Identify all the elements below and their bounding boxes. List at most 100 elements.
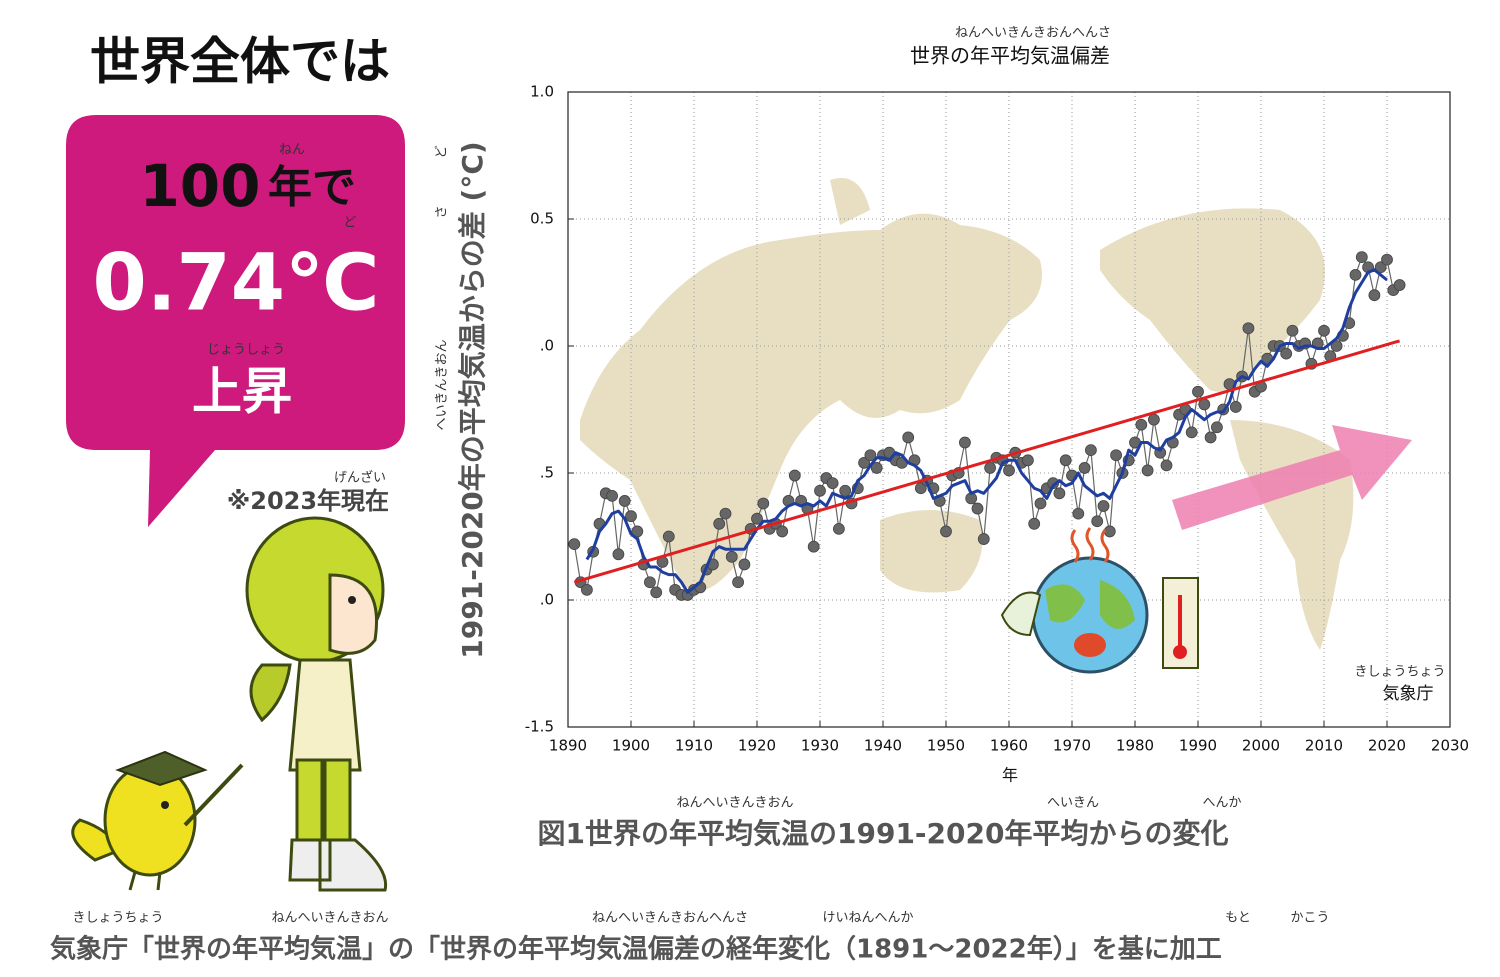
data-point bbox=[1393, 279, 1406, 291]
earth-illustration bbox=[1000, 527, 1199, 674]
data-point bbox=[662, 530, 675, 543]
data-point bbox=[1003, 464, 1015, 477]
ruby: へんか bbox=[1202, 796, 1241, 811]
y-tick-label: .0 bbox=[540, 337, 554, 355]
x-tick-label: 2010 bbox=[1305, 737, 1343, 755]
data-point bbox=[1374, 261, 1387, 274]
chart-title: 世界の年平均気温偏差 bbox=[910, 44, 1110, 68]
data-point bbox=[914, 482, 927, 495]
data-point bbox=[612, 548, 625, 561]
data-point bbox=[1053, 487, 1066, 500]
caption: 図1世界の年平均気温の1991-2020年平均からの変化 bbox=[538, 817, 1229, 850]
data-point bbox=[644, 576, 656, 589]
ruby: ど bbox=[343, 216, 356, 231]
data-point bbox=[719, 507, 732, 520]
data-point bbox=[826, 477, 839, 490]
data-point bbox=[625, 510, 637, 523]
data-point bbox=[618, 495, 631, 507]
data-point bbox=[807, 540, 820, 553]
x-axis-label: 年 bbox=[1002, 766, 1018, 785]
caption-rubies: ねんへいきんきおん へいきん へんか bbox=[676, 796, 1241, 811]
rise-verb: 上昇 bbox=[192, 363, 292, 421]
rise-value: 0.74℃ bbox=[93, 238, 380, 328]
x-tick-label: 1980 bbox=[1116, 737, 1154, 755]
data-point bbox=[1160, 459, 1173, 472]
data-point bbox=[870, 462, 883, 474]
data-point bbox=[606, 489, 618, 502]
note: ※2023年現在 bbox=[227, 487, 389, 515]
data-point bbox=[1091, 515, 1104, 528]
y-tick-label: 0.5 bbox=[530, 210, 554, 228]
x-tick-label: 2030 bbox=[1431, 737, 1469, 755]
data-point bbox=[788, 469, 801, 482]
data-point bbox=[959, 436, 971, 449]
ruby: ねんへいきんきおん bbox=[271, 911, 388, 926]
data-point bbox=[1185, 426, 1198, 439]
data-point bbox=[1242, 322, 1255, 335]
data-point bbox=[1110, 449, 1122, 462]
girl-illustration bbox=[245, 516, 388, 892]
ruby: ねん bbox=[279, 143, 305, 158]
ruby: げんざい bbox=[334, 470, 386, 486]
x-tick-label: 1890 bbox=[549, 737, 587, 755]
x-tick-label: 1910 bbox=[675, 737, 713, 755]
data-point bbox=[833, 522, 845, 535]
bird-illustration bbox=[71, 750, 244, 891]
data-point bbox=[713, 517, 726, 530]
data-point bbox=[902, 431, 915, 444]
data-point bbox=[940, 525, 952, 538]
trend-arrow bbox=[1172, 425, 1412, 530]
amount: 100 bbox=[139, 152, 260, 220]
data-point bbox=[1286, 324, 1299, 337]
data-point bbox=[1192, 385, 1204, 398]
data-point bbox=[839, 484, 852, 497]
data-point bbox=[1059, 454, 1072, 467]
source: 気象庁 bbox=[1383, 684, 1434, 704]
data-point bbox=[1368, 289, 1381, 302]
ruby: へいきん bbox=[1047, 796, 1099, 811]
data-point bbox=[1072, 507, 1085, 520]
data-point bbox=[814, 484, 826, 497]
data-point bbox=[1330, 340, 1343, 352]
data-point bbox=[631, 525, 644, 538]
data-point bbox=[1141, 464, 1154, 477]
y-tick-label: .5 bbox=[540, 464, 554, 482]
data-point bbox=[650, 586, 663, 599]
data-point bbox=[1204, 431, 1217, 444]
ruby: ねんへいきんきおんへんさ bbox=[592, 911, 748, 926]
data-point bbox=[977, 533, 990, 545]
y-tick-label: -1.5 bbox=[525, 718, 554, 736]
x-tick-label: 1990 bbox=[1179, 737, 1217, 755]
data-point bbox=[1229, 401, 1242, 413]
data-point bbox=[1103, 525, 1116, 538]
data-point bbox=[732, 576, 744, 589]
ruby: じょうしょう bbox=[207, 343, 285, 358]
speech-bubble bbox=[66, 115, 405, 527]
data-point bbox=[1381, 253, 1393, 266]
footer: 気象庁「世界の年平均気温」の「世界の年平均気温偏差の経年変化（1891～2022… bbox=[50, 934, 1222, 965]
y-axis-label: 1991-2020年の平均気温からの差 (°C) bbox=[456, 141, 489, 658]
data-point bbox=[1097, 500, 1110, 512]
data-point bbox=[776, 525, 789, 538]
data-point bbox=[1085, 444, 1097, 457]
ruby: ど bbox=[435, 145, 450, 158]
ruby: きしょうちょう bbox=[1354, 665, 1445, 680]
data-point bbox=[1148, 413, 1160, 426]
data-point bbox=[1211, 421, 1223, 434]
x-tick-label: 2020 bbox=[1368, 737, 1406, 755]
data-point bbox=[984, 462, 996, 474]
data-point bbox=[568, 538, 581, 551]
x-tick-label: 1940 bbox=[864, 737, 902, 755]
data-point bbox=[751, 512, 763, 525]
data-point bbox=[1318, 324, 1330, 337]
data-point bbox=[757, 497, 770, 510]
data-point bbox=[858, 456, 870, 469]
data-point bbox=[1078, 462, 1091, 474]
footer-rubies: きしょうちょう ねんへいきんきおん ねんへいきんきおんへんさ けいねんへんか もと かこう bbox=[72, 911, 1329, 926]
x-tick-label: 1960 bbox=[990, 737, 1028, 755]
headline: 世界全体では bbox=[90, 33, 390, 91]
plot-area bbox=[567, 91, 1451, 728]
